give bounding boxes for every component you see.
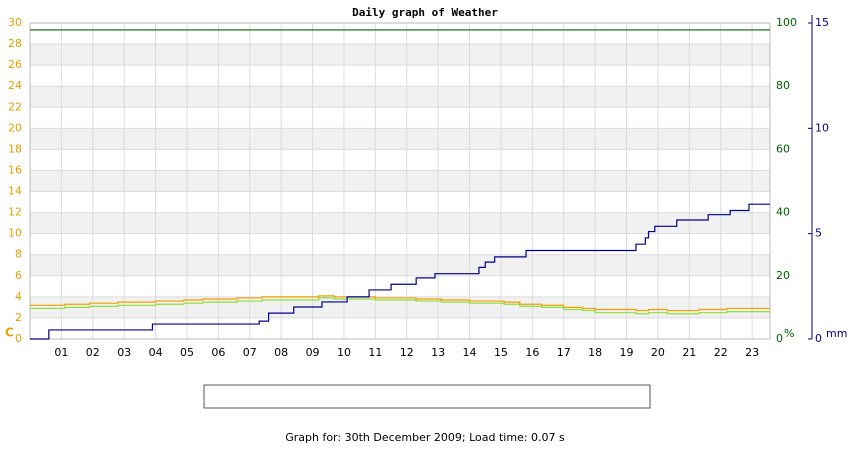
y-tick-label: 18	[8, 142, 22, 155]
x-tick-label: 18	[588, 346, 602, 359]
plot-frame	[29, 22, 771, 340]
series-line	[30, 297, 770, 315]
y-tick-label: 10	[8, 227, 22, 240]
x-tick-label: 05	[180, 346, 194, 359]
x-tick-label: 01	[54, 346, 68, 359]
x-tick-label: 04	[149, 346, 163, 359]
y-tick-label: 26	[8, 58, 22, 71]
y3-axis-label: mm	[826, 327, 847, 340]
x-tick-label: 10	[337, 346, 351, 359]
caption: Graph for: 30th December 2009; Load time…	[285, 431, 565, 444]
y-tick-label: 24	[8, 79, 22, 92]
band	[30, 254, 770, 276]
y2-tick-label: 20	[776, 269, 790, 282]
y-tick-label: 2	[15, 311, 22, 324]
y-tick-label: 30	[8, 16, 22, 29]
y2-tick-label: 60	[776, 142, 790, 155]
y3-tick-label: 5	[815, 227, 822, 240]
y3-tick-label: 15	[815, 16, 829, 29]
x-tick-label: 14	[463, 346, 477, 359]
y3-tick-label: 0	[815, 332, 822, 345]
x-tick-label: 13	[431, 346, 445, 359]
x-tick-label: 15	[494, 346, 508, 359]
x-tick-label: 16	[525, 346, 539, 359]
y3-tick-label: 10	[815, 121, 829, 134]
chart-title: Daily graph of Weather	[352, 6, 498, 19]
x-tick-label: 23	[745, 346, 759, 359]
y2-tick-label: 40	[776, 206, 790, 219]
x-tick-label: 02	[86, 346, 100, 359]
y2-axis-label: %	[784, 327, 794, 340]
y2-tick-label: 80	[776, 79, 790, 92]
x-tick-label: 12	[400, 346, 414, 359]
y-tick-label: 22	[8, 100, 22, 113]
y2-tick-label: 0	[776, 332, 783, 345]
y-tick-label: 6	[15, 269, 22, 282]
y-tick-label: 8	[15, 248, 22, 261]
band	[30, 170, 770, 192]
series-line	[30, 295, 770, 312]
x-tick-label: 21	[682, 346, 696, 359]
y-axis-label: C	[5, 326, 14, 340]
x-tick-label: 11	[368, 346, 382, 359]
band	[30, 44, 770, 66]
y-tick-label: 20	[8, 121, 22, 134]
x-tick-label: 07	[243, 346, 257, 359]
series-line	[30, 203, 770, 340]
x-tick-label: 22	[714, 346, 728, 359]
band	[30, 128, 770, 150]
x-tick-label: 06	[211, 346, 225, 359]
y-tick-label: 28	[8, 37, 22, 50]
y2-tick-label: 100	[776, 16, 797, 29]
x-tick-label: 20	[651, 346, 665, 359]
x-tick-label: 17	[557, 346, 571, 359]
x-tick-label: 19	[620, 346, 634, 359]
y-tick-label: 0	[15, 332, 22, 345]
y-tick-label: 16	[8, 163, 22, 176]
band	[30, 86, 770, 108]
x-tick-label: 03	[117, 346, 131, 359]
y-tick-label: 14	[8, 185, 22, 198]
legend-box	[203, 384, 651, 409]
y-tick-label: 4	[15, 290, 22, 303]
band	[30, 212, 770, 234]
y-tick-label: 12	[8, 206, 22, 219]
x-tick-label: 09	[306, 346, 320, 359]
x-tick-label: 08	[274, 346, 288, 359]
